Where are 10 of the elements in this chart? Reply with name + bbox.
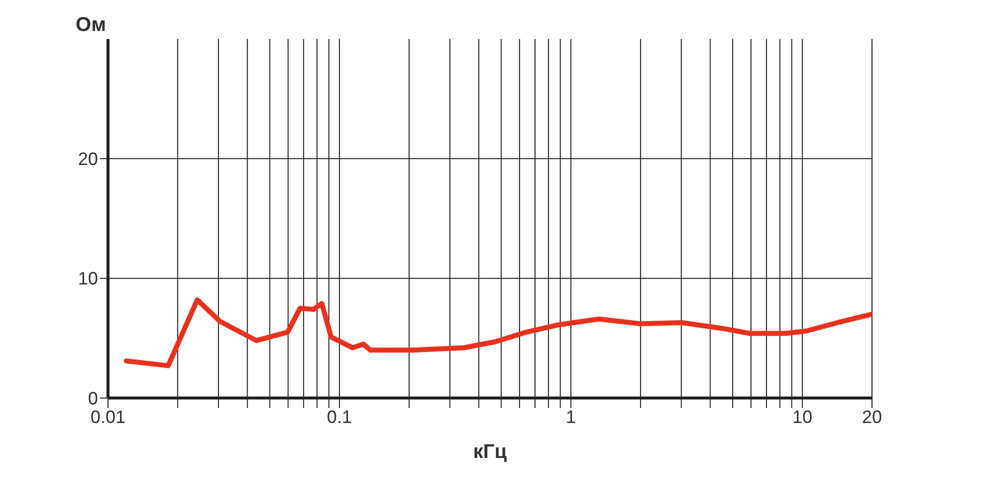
x-tick-label: 0.01 [90, 406, 126, 427]
x-tick-label: 20 [862, 406, 882, 427]
y-tick-label: 10 [78, 268, 98, 289]
x-tick-label: 1 [566, 406, 576, 427]
x-axis-title: кГц [473, 441, 508, 463]
y-tick-label: 20 [78, 149, 98, 170]
y-axis-title: Ом [76, 14, 106, 36]
x-tick-label: 10 [792, 406, 812, 427]
y-tick-label: 0 [88, 388, 98, 408]
x-tick-label: 0.1 [326, 406, 352, 427]
